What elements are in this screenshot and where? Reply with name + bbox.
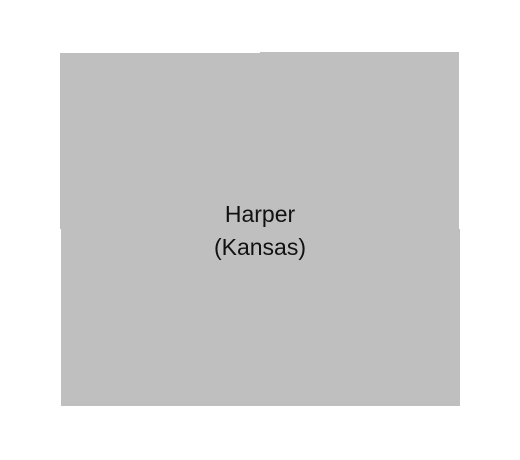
state-name-text: (Kansas) [213,234,307,260]
county-label: Harper (Kansas) [160,198,360,264]
county-outline-shape [60,52,460,406]
county-name-text: Harper [224,201,296,227]
